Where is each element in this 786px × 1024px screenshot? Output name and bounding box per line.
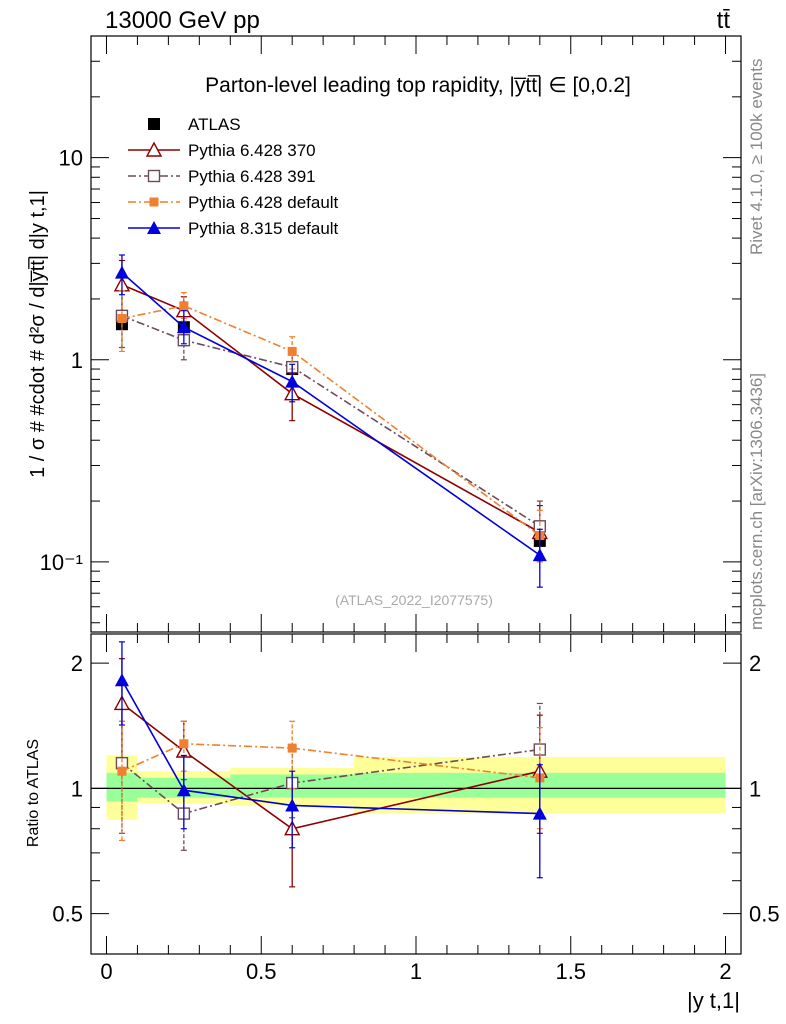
ratio-y-tick-label-right: 2	[749, 651, 761, 676]
legend-entry-p391: Pythia 6.428 391	[128, 167, 316, 186]
legend: ATLAS Pythia 6.428 370 Pythia 6.428 391 Pyt…	[128, 115, 339, 238]
main-series-atlas	[115, 318, 546, 547]
legend-label-atlas: ATLAS	[188, 115, 241, 134]
x-tick-label: 1	[410, 959, 422, 984]
mcplots-label: mcplots.cern.ch [arXiv:1306.3436]	[747, 373, 766, 630]
ratio-point-p8def	[285, 798, 300, 812]
legend-marker-atlas	[148, 118, 160, 130]
x-tick-label: 0.5	[246, 959, 277, 984]
process-label: tt̄	[717, 7, 731, 34]
legend-label-p391: Pythia 6.428 391	[188, 167, 316, 186]
main-point-p8def	[532, 548, 547, 562]
ratio-point-p8def	[114, 673, 129, 687]
main-point-p8def	[176, 320, 191, 334]
ratio-point-p6def	[287, 743, 297, 753]
legend-label-p6def: Pythia 6.428 default	[188, 193, 339, 212]
legend-entry-p370: Pythia 6.428 370	[128, 141, 316, 160]
ratio-point-p6def	[117, 766, 127, 776]
main-line-p8def	[121, 272, 541, 556]
rivet-version-label: Rivet 4.1.0, ≥ 100k events	[747, 59, 766, 255]
ratio-y-tick-label: 2	[71, 651, 83, 676]
main-line-p391	[121, 315, 541, 527]
ratio-y-tick-label-right: 0.5	[749, 902, 780, 927]
main-y-tick-label: 10⁻¹	[40, 550, 83, 575]
ratio-y-tick-label-right: 1	[749, 776, 761, 801]
legend-marker-p391	[147, 169, 161, 183]
main-point-p8def	[114, 265, 129, 279]
main-y-tick-label: 1	[71, 348, 83, 373]
legend-entry-p6def: Pythia 6.428 default	[128, 193, 339, 212]
ratio-point-p8def	[532, 806, 547, 820]
ratio-y-tick-label: 1	[71, 776, 83, 801]
ratio-line-p391	[121, 748, 540, 815]
main-plot-panel: 10⁻¹ 1 10 Parton-level leading top rapidit…	[27, 35, 742, 633]
legend-entry-p8def: Pythia 8.315 default	[128, 219, 339, 238]
legend-marker-p370	[145, 141, 163, 157]
ratio-series-p8def	[114, 641, 547, 879]
main-y-axis-label: 1 / σ # #cdot # d²σ / d|y̅tt̅| d|y t,1|	[27, 190, 49, 478]
main-chart-title: Parton-level leading top rapidity, |y̅tt…	[205, 74, 631, 97]
legend-marker-p6def	[149, 197, 159, 207]
x-tick-label: 2	[719, 959, 731, 984]
legend-marker-p8def	[147, 221, 161, 234]
energy-label: 13000 GeV pp	[105, 7, 260, 34]
ratio-line-p8def	[121, 679, 540, 815]
x-tick-label: 1.5	[555, 959, 586, 984]
main-series-p8def	[114, 254, 547, 588]
main-point-p6def	[287, 346, 297, 356]
ratio-line-p370	[121, 702, 540, 830]
analysis-watermark: (ATLAS_2022_I2077575)	[335, 592, 493, 608]
main-y-tick-label: 10	[59, 146, 83, 171]
legend-entry-atlas: ATLAS	[148, 115, 241, 134]
main-point-p6def	[117, 314, 127, 324]
ratio-point-p6def	[179, 739, 189, 749]
main-line-p370	[121, 284, 541, 534]
x-axis-label: |y t,1|	[687, 988, 740, 1013]
ratio-y-tick-label: 0.5	[52, 902, 83, 927]
legend-label-p370: Pythia 6.428 370	[188, 141, 316, 160]
ratio-plot-panel: 0.5 0.5 1 1 2 2 0 0.5 1 1.5 2 Ratio to ATLAS |y t,…	[25, 633, 780, 1013]
main-point-p8def	[285, 374, 300, 388]
main-point-p6def	[179, 301, 189, 311]
ratio-line-p6def	[121, 742, 540, 779]
legend-label-p8def: Pythia 8.315 default	[188, 219, 339, 238]
ratio-point-p8def	[176, 783, 191, 797]
x-tick-label: 0	[100, 959, 112, 984]
ratio-y-axis-label: Ratio to ATLAS	[25, 739, 42, 847]
